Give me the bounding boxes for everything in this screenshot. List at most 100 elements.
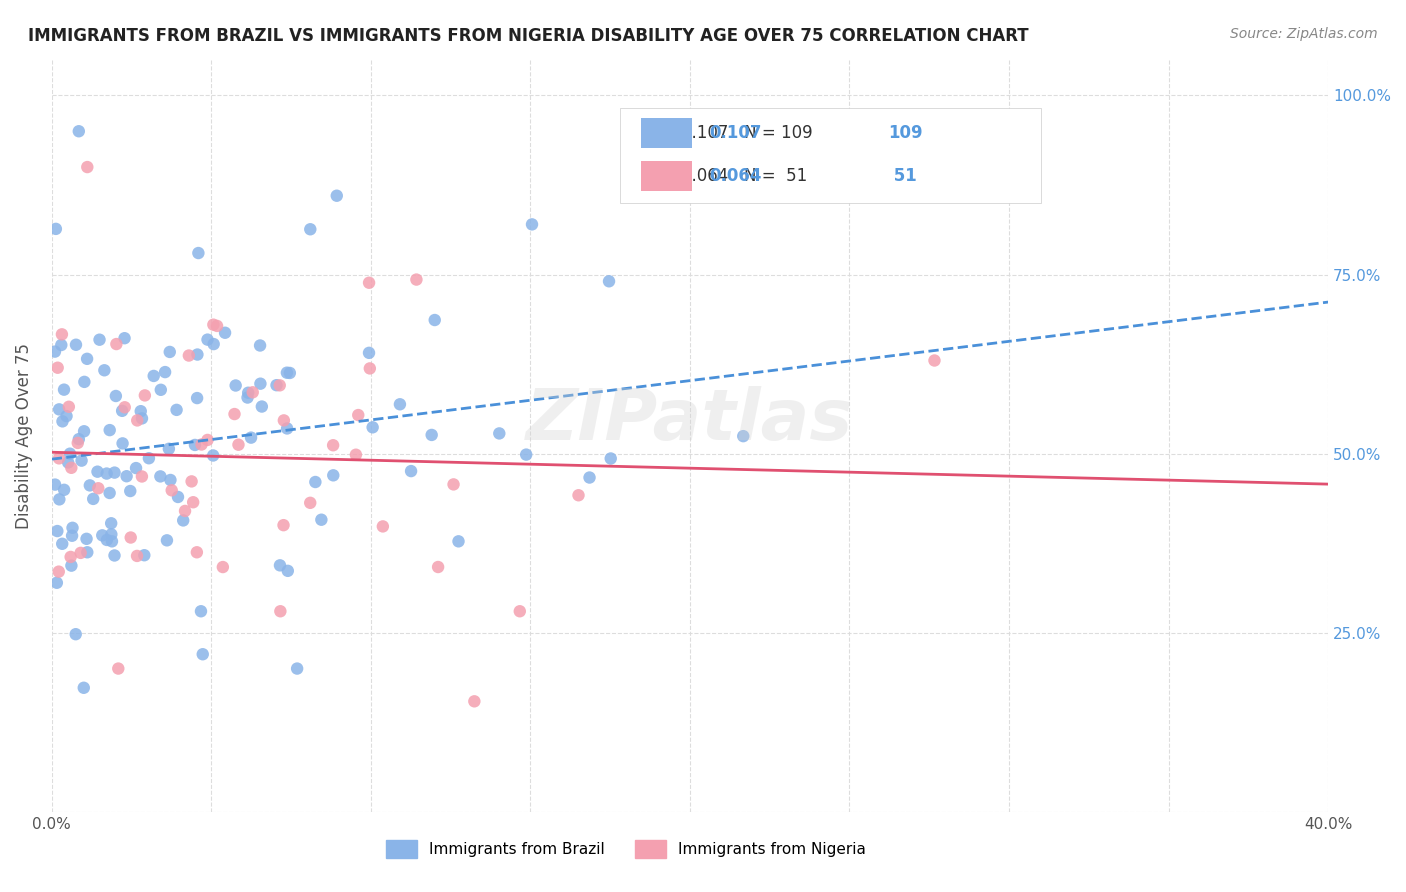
Immigrants from Nigeria — [322, 438, 344, 452]
Immigrants from Brazil — [125, 461, 148, 475]
Text: R = 0.064   N =  51: R = 0.064 N = 51 — [645, 167, 807, 186]
Immigrants from Brazil — [276, 366, 298, 380]
Immigrants from Nigeria — [228, 438, 250, 452]
Text: 51: 51 — [887, 167, 917, 186]
Immigrants from Brazil — [76, 545, 98, 559]
Immigrants from Brazil — [156, 533, 179, 548]
Immigrants from Brazil — [45, 575, 67, 590]
Immigrants from Brazil — [101, 534, 124, 549]
Immigrants from Nigeria — [107, 662, 129, 676]
Immigrants from Brazil — [187, 246, 209, 260]
Immigrants from Brazil — [89, 333, 111, 347]
Immigrants from Brazil — [56, 455, 79, 469]
Immigrants from Brazil — [100, 516, 122, 531]
Immigrants from Nigeria — [357, 276, 380, 290]
Immigrants from Brazil — [197, 333, 219, 347]
Immigrants from Brazil — [142, 368, 165, 383]
Immigrants from Nigeria — [273, 518, 295, 533]
Y-axis label: Disability Age Over 75: Disability Age Over 75 — [15, 343, 32, 529]
Text: IMMIGRANTS FROM BRAZIL VS IMMIGRANTS FROM NIGERIA DISABILITY AGE OVER 75 CORRELA: IMMIGRANTS FROM BRAZIL VS IMMIGRANTS FRO… — [28, 27, 1029, 45]
Immigrants from Nigeria — [347, 408, 370, 422]
Immigrants from Brazil — [250, 400, 273, 414]
Immigrants from Brazil — [120, 483, 142, 498]
Immigrants from Nigeria — [190, 437, 212, 451]
Text: ZIPatlas: ZIPatlas — [526, 386, 853, 455]
Immigrants from Brazil — [53, 383, 76, 397]
Immigrants from Brazil — [48, 492, 70, 507]
Immigrants from Brazil — [269, 558, 291, 573]
Immigrants from Nigeria — [46, 360, 69, 375]
Immigrants from Brazil — [51, 338, 73, 352]
Immigrants from Nigeria — [224, 407, 246, 421]
FancyBboxPatch shape — [641, 161, 693, 191]
Immigrants from Nigeria — [58, 400, 80, 414]
Immigrants from Brazil — [51, 537, 73, 551]
Immigrants from Brazil — [488, 426, 510, 441]
Immigrants from Brazil — [103, 549, 125, 563]
Immigrants from Nigeria — [269, 604, 291, 618]
Immigrants from Brazil — [46, 524, 69, 538]
Immigrants from Brazil — [82, 491, 104, 506]
Immigrants from Brazil — [423, 313, 446, 327]
Immigrants from Nigeria — [359, 361, 381, 376]
Immigrants from Brazil — [322, 468, 344, 483]
Immigrants from Brazil — [186, 391, 208, 405]
Immigrants from Brazil — [249, 376, 271, 391]
Immigrants from Nigeria — [567, 488, 589, 502]
Text: 0.107: 0.107 — [709, 124, 762, 143]
Immigrants from Brazil — [98, 486, 121, 500]
Immigrants from Nigeria — [51, 327, 73, 342]
Immigrants from Nigeria — [205, 318, 228, 333]
Immigrants from Nigeria — [131, 469, 153, 483]
Immigrants from Brazil — [70, 453, 93, 467]
Immigrants from Brazil — [91, 528, 114, 542]
Immigrants from Brazil — [111, 404, 134, 418]
Immigrants from Brazil — [131, 411, 153, 425]
Immigrants from Brazil — [134, 548, 156, 562]
Immigrants from Brazil — [103, 466, 125, 480]
Immigrants from Brazil — [45, 222, 67, 236]
Immigrants from Nigeria — [174, 504, 197, 518]
Immigrants from Brazil — [159, 345, 181, 359]
Immigrants from Brazil — [76, 351, 98, 366]
Immigrants from Brazil — [59, 447, 82, 461]
Immigrants from Brazil — [184, 438, 207, 452]
Immigrants from Brazil — [515, 448, 537, 462]
Immigrants from Brazil — [249, 338, 271, 352]
Immigrants from Brazil — [240, 431, 263, 445]
Immigrants from Brazil — [53, 483, 76, 497]
Immigrants from Nigeria — [509, 604, 531, 618]
Immigrants from Brazil — [48, 402, 70, 417]
Immigrants from Brazil — [578, 470, 600, 484]
Immigrants from Brazil — [388, 397, 411, 411]
Immigrants from Brazil — [44, 344, 66, 359]
Immigrants from Nigeria — [242, 385, 264, 400]
Immigrants from Brazil — [114, 331, 136, 345]
Legend: Immigrants from Brazil, Immigrants from Nigeria: Immigrants from Brazil, Immigrants from … — [380, 833, 872, 864]
Immigrants from Brazil — [299, 222, 322, 236]
FancyBboxPatch shape — [620, 109, 1040, 202]
Immigrants from Brazil — [236, 391, 259, 405]
Immigrants from Nigeria — [463, 694, 485, 708]
Immigrants from Nigeria — [125, 549, 148, 563]
Immigrants from Nigeria — [181, 495, 204, 509]
Immigrants from Brazil — [73, 681, 96, 695]
Immigrants from Brazil — [51, 414, 73, 428]
Text: R = 0.107   N = 109: R = 0.107 N = 109 — [645, 124, 813, 143]
Immigrants from Brazil — [67, 124, 90, 138]
Immigrants from Brazil — [238, 385, 260, 400]
Immigrants from Brazil — [60, 529, 83, 543]
Immigrants from Brazil — [225, 378, 247, 392]
Text: Source: ZipAtlas.com: Source: ZipAtlas.com — [1230, 27, 1378, 41]
Immigrants from Brazil — [100, 527, 122, 541]
Immigrants from Nigeria — [114, 401, 136, 415]
Immigrants from Nigeria — [59, 549, 82, 564]
Immigrants from Brazil — [129, 404, 152, 418]
Immigrants from Brazil — [86, 465, 108, 479]
Immigrants from Brazil — [111, 436, 134, 450]
Immigrants from Brazil — [276, 421, 298, 435]
Immigrants from Brazil — [115, 469, 138, 483]
Immigrants from Nigeria — [427, 560, 450, 574]
Immigrants from Nigeria — [177, 349, 200, 363]
Immigrants from Nigeria — [120, 531, 142, 545]
